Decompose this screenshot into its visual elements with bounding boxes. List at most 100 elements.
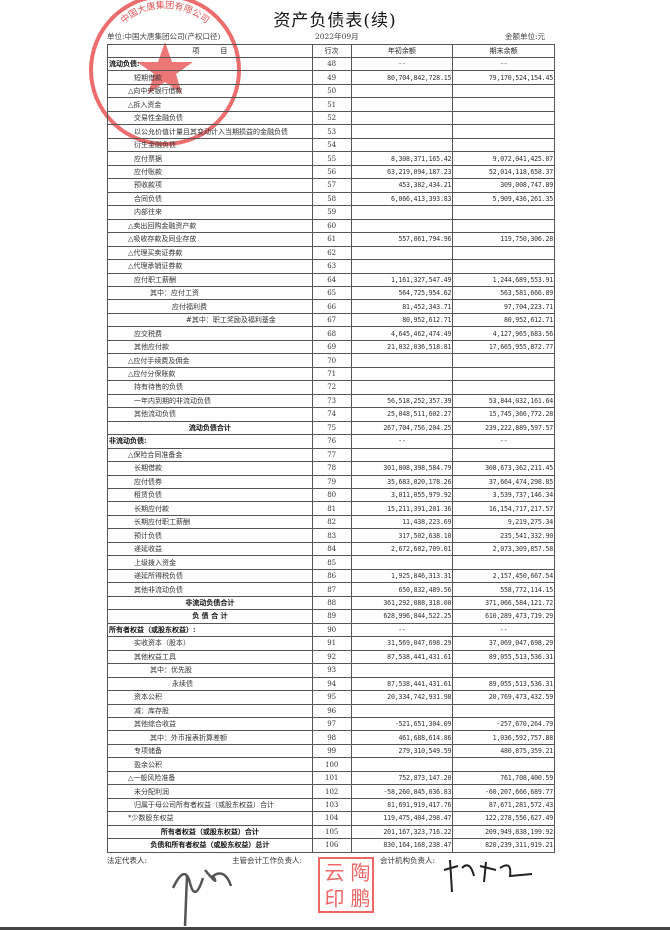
header-line: 行次	[311, 44, 352, 58]
table-row: 流动负债合计 75 267,704,756,204.25 239,222,889,59…	[107, 420, 555, 436]
table-row: △吸收存款及同业存放 61 557,061,794.96 119,750,306.28	[107, 232, 555, 247]
row-label: 租赁负债	[107, 487, 313, 503]
row-line-no: 63	[311, 259, 352, 274]
page-title: 资产负债表(续)	[273, 11, 397, 31]
row-end-balance: 371,066,584,121.72	[452, 595, 555, 611]
balance-sheet-table: 项 目 行次 年初余额 期末余额 流动负债: 48 -- -- 短期借款 49 80,704…	[107, 44, 555, 853]
table-row: 其中：外币报表折算差额 98 461,688,614.86 1,036,592,757…	[107, 730, 555, 745]
table-row: 应付福利费 66 81,452,343.71 97,704,223.71	[107, 299, 555, 314]
row-line-no: 84	[311, 541, 352, 557]
row-label: 其他流动负债	[107, 407, 313, 422]
row-end-balance	[452, 218, 555, 234]
table-row: 内部往来 59	[107, 205, 555, 220]
row-line-no: 64	[311, 272, 352, 287]
row-end-balance: 87,671,281,572.43	[452, 797, 555, 813]
row-begin-balance: 1,925,846,313.31	[350, 568, 454, 584]
row-label: 归属于母公司所有者权益（或股东权益）合计	[107, 797, 313, 813]
row-begin-balance: 56,518,252,357.39	[350, 393, 454, 409]
table-row: 交易性金融负债 52	[107, 110, 555, 126]
row-line-no: 48	[311, 56, 352, 72]
row-begin-balance	[350, 97, 454, 112]
row-line-no: 82	[311, 514, 352, 530]
row-label: 长期借款	[107, 461, 313, 476]
row-end-balance: 97,704,223.71	[452, 299, 555, 314]
table-row: 流动负债: 48 -- --	[107, 56, 555, 72]
table-row: 资本公积 95 20,334,742,931.98 20,769,473,432.59	[107, 690, 555, 705]
row-label: 实收资本（股本）	[107, 636, 313, 651]
row-line-no: 90	[311, 622, 352, 638]
row-end-balance: 309,008,747.89	[452, 178, 555, 193]
row-label: 所有者权益（或股东权益）:	[107, 622, 313, 638]
table-row: △代理承销证券款 63	[107, 259, 555, 274]
row-end-balance: 119,750,306.28	[452, 232, 555, 247]
row-begin-balance	[350, 366, 454, 382]
table-row: 合同负债 58 6,066,413,393.83 5,909,436,261.35	[107, 191, 555, 207]
table-row: 盈余公积 100	[107, 757, 555, 772]
row-begin-balance: 3,011,055,979.92	[350, 487, 454, 503]
row-begin-balance: 752,873,147.20	[350, 770, 454, 786]
row-label: 流动负债:	[107, 56, 313, 72]
row-line-no: 70	[311, 353, 352, 368]
row-end-balance: 235,541,332.90	[452, 528, 555, 543]
header-item: 项 目	[107, 44, 313, 58]
row-line-no: 54	[311, 137, 352, 153]
row-line-no: 92	[311, 649, 352, 665]
row-line-no: 103	[311, 797, 352, 813]
row-begin-balance: --	[350, 622, 454, 638]
table-row: △应付分保账款 71	[107, 366, 555, 382]
row-end-balance	[452, 83, 555, 99]
row-end-balance: 89,055,513,536.31	[452, 649, 555, 665]
legal-rep-label: 法定代表人:	[107, 856, 148, 865]
row-begin-balance	[350, 703, 454, 718]
currency-unit: 金额单位:元	[505, 32, 546, 41]
row-begin-balance: 2,672,602,709.01	[350, 541, 454, 557]
table-row: △拆入资金 51	[107, 97, 555, 112]
row-begin-balance: 87,538,441,431.61	[350, 676, 454, 692]
table-row: 租赁负债 80 3,011,055,979.92 3,539,737,146.34	[107, 487, 555, 503]
row-label: 应交税费	[107, 326, 313, 341]
row-line-no: 61	[311, 232, 352, 247]
row-label: 永续债	[107, 676, 313, 692]
row-begin-balance: 80,952,612.71	[350, 312, 454, 328]
row-begin-balance	[350, 137, 454, 153]
accounting-head-label: 会计机构负责人:	[380, 856, 436, 865]
signature-legal-rep	[171, 869, 233, 927]
row-begin-balance	[350, 205, 454, 220]
row-end-balance: 563,581,666.89	[452, 285, 555, 301]
row-label: 其他非流动负债	[107, 582, 313, 597]
row-line-no: 99	[311, 743, 352, 759]
row-label: 长期应付职工薪酬	[107, 514, 313, 530]
table-row: 归属于母公司所有者权益（或股东权益）合计 103 81,691,919,417.76…	[107, 797, 555, 813]
row-line-no: 76	[311, 434, 352, 449]
row-begin-balance: 1,161,327,547.49	[350, 272, 454, 287]
row-label: 其中：应付工资	[107, 285, 313, 301]
row-end-balance: 2,157,450,667.54	[452, 568, 555, 584]
row-line-no: 66	[311, 299, 352, 314]
table-row: 应付职工薪酬 64 1,161,327,547.49 1,244,689,553.91	[107, 272, 555, 287]
row-begin-balance: 119,475,404,298.47	[350, 811, 454, 826]
row-label: 应付福利费	[107, 299, 313, 314]
row-line-no: 93	[311, 663, 352, 678]
table-row: 其中：优先股 93	[107, 663, 555, 678]
row-line-no: 102	[311, 784, 352, 799]
row-begin-balance: 4,645,462,474.49	[350, 326, 454, 341]
row-label: 应付债券	[107, 474, 313, 490]
row-begin-balance	[350, 83, 454, 99]
row-line-no: 106	[311, 838, 352, 853]
row-end-balance: 15,745,366,772.28	[452, 407, 555, 422]
table-row: 实收资本（股本） 91 31,569,047,698.29 37,069,047,69…	[107, 636, 555, 651]
row-label: 其他权益工具	[107, 649, 313, 665]
row-label: *少数股东权益	[107, 811, 313, 826]
row-begin-balance	[350, 245, 454, 261]
row-line-no: 83	[311, 528, 352, 543]
row-line-no: 58	[311, 191, 352, 207]
row-label: 资本公积	[107, 690, 313, 705]
row-end-balance	[452, 703, 555, 718]
report-period: 2022年09月	[315, 32, 359, 41]
row-line-no: 65	[311, 285, 352, 301]
row-line-no: 88	[311, 595, 352, 611]
row-end-balance: 9,072,041,425.07	[452, 151, 555, 166]
row-end-balance	[452, 245, 555, 261]
row-end-balance: 17,665,955,872.77	[452, 339, 555, 355]
row-line-no: 97	[311, 716, 352, 732]
